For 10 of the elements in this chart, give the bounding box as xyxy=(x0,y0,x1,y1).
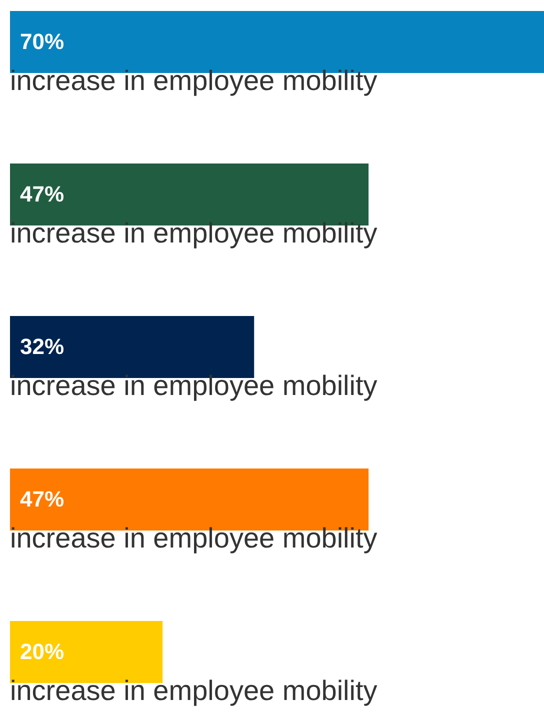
y-tick-label: increase in employee mobility xyxy=(10,65,378,96)
data-label: 47% xyxy=(20,182,64,207)
data-label: 32% xyxy=(20,334,64,359)
data-label: 47% xyxy=(20,486,64,512)
y-tick-label: increase in employee mobility xyxy=(10,370,378,401)
y-tick-label: increase in employee mobility xyxy=(10,522,378,554)
y-tick-label: increase in employee mobility xyxy=(10,218,378,249)
data-label: 20% xyxy=(20,638,64,664)
y-tick-label: increase in employee mobility xyxy=(10,674,378,706)
data-label: 70% xyxy=(20,29,64,54)
